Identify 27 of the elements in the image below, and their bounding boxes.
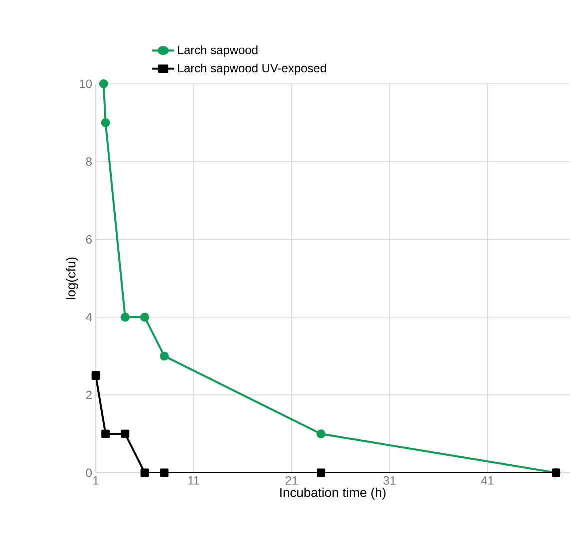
point	[140, 312, 150, 322]
y-tick-label: 2	[86, 391, 92, 400]
point	[140, 468, 150, 478]
point	[101, 118, 110, 128]
point	[121, 430, 130, 438]
y-tick-label: 0	[86, 468, 92, 478]
y-tick-label: 6	[86, 235, 92, 244]
y-tick-label: 10	[80, 80, 92, 88]
point	[99, 79, 108, 88]
y-tick-label: 4	[86, 313, 92, 322]
point	[92, 372, 100, 380]
x-tick-label: 41	[481, 476, 494, 485]
x-tick-label: 1	[94, 476, 99, 485]
legend-label: Larch sapwood	[178, 46, 258, 57]
point	[316, 430, 326, 439]
x-tick-label: 21	[286, 476, 298, 485]
point	[160, 352, 170, 361]
x-tick-label: 11	[188, 476, 200, 485]
point	[160, 468, 169, 478]
legend-label: Larch sapwood UV-exposed	[178, 64, 326, 75]
x-tick-label: 31	[384, 476, 396, 485]
point	[102, 430, 110, 438]
x-axis-title: Incubation time (h)	[280, 488, 386, 500]
point	[317, 468, 326, 478]
y-tick-label: 8	[86, 158, 92, 166]
point	[120, 312, 130, 322]
y-axis-title: log(cfu)	[66, 258, 78, 300]
